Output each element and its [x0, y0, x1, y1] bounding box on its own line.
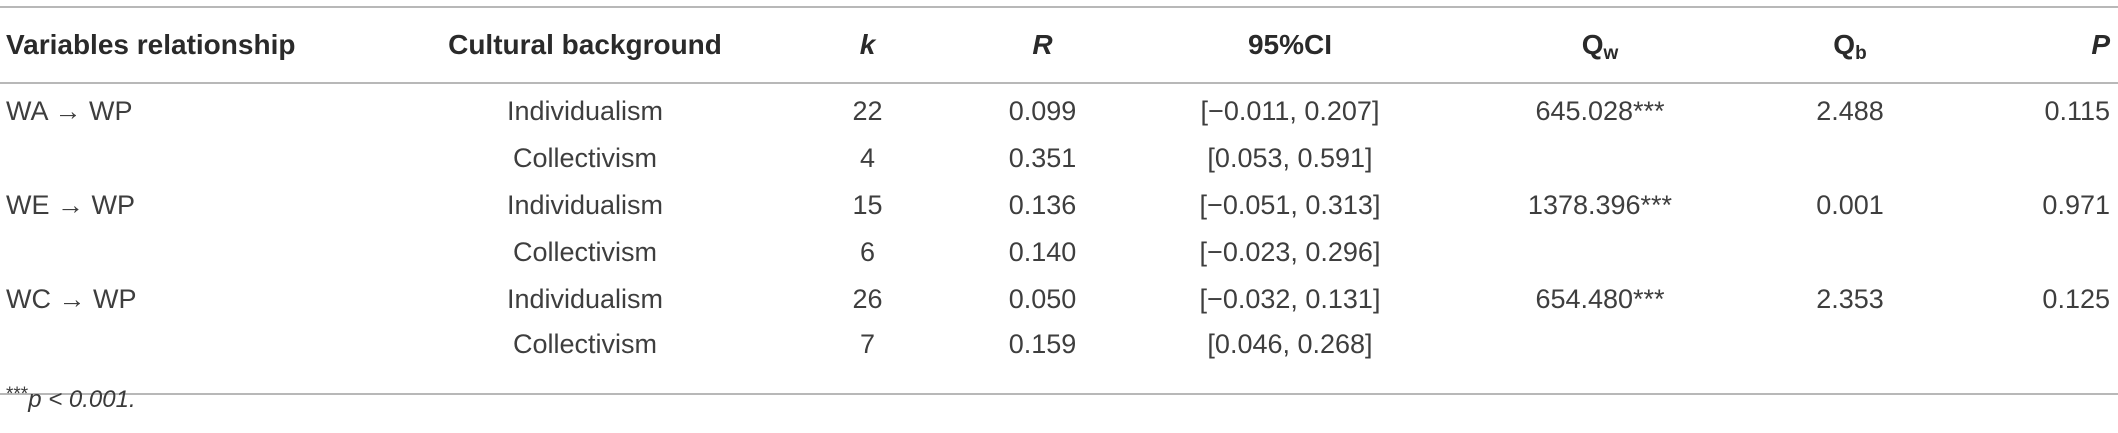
table-row: WE → WP Individualism 15 0.136 [−0.051, …	[0, 182, 2118, 229]
cell-ci: [−0.023, 0.296]	[1199, 237, 1381, 267]
table-row: Collectivism 6 0.140 [−0.023, 0.296]	[0, 229, 2118, 276]
header-qw-base: Q	[1581, 29, 1604, 60]
footnote-text: p < 0.001.	[28, 386, 136, 413]
table-row: Collectivism 4 0.351 [0.053, 0.591]	[0, 135, 2118, 182]
header-p-label: P	[2091, 29, 2110, 60]
cell-culture: Individualism	[506, 96, 664, 126]
cell-k: 22	[852, 96, 883, 126]
cell-k: 6	[859, 237, 876, 267]
header-r-label: R	[1032, 29, 1053, 60]
cell-r: 0.140	[1008, 237, 1077, 267]
cell-qb: 0.001	[1816, 190, 1884, 220]
cell-qb	[1750, 135, 1950, 182]
table-row: Collectivism 7 0.159 [0.046, 0.268]	[0, 323, 2118, 394]
header-qb: Qb	[1750, 7, 1950, 83]
cell-qw: 654.480***	[1535, 284, 1665, 314]
cell-culture: Collectivism	[512, 237, 658, 267]
cell-culture: Individualism	[506, 190, 664, 220]
cell-r: 0.351	[1008, 143, 1077, 173]
cell-r: 0.136	[1008, 190, 1077, 220]
cell-p	[1950, 135, 2118, 182]
footnote-stars: ***	[6, 384, 29, 405]
cell-k: 7	[859, 329, 876, 359]
cell-p	[1950, 323, 2118, 394]
table-row: WA → WP Individualism 22 0.099 [−0.011, …	[0, 83, 2118, 135]
header-k: k	[780, 7, 955, 83]
cell-culture: Individualism	[506, 284, 664, 314]
cell-p: 0.125	[2042, 284, 2110, 314]
cell-r: 0.159	[1008, 329, 1077, 359]
header-qw: Qw	[1450, 7, 1750, 83]
table-body: WA → WP Individualism 22 0.099 [−0.011, …	[0, 83, 2118, 394]
header-p: P	[1950, 7, 2118, 83]
cell-qb: 2.488	[1816, 96, 1884, 126]
cell-culture: Collectivism	[512, 143, 658, 173]
cell-ci: [−0.011, 0.207]	[1200, 96, 1380, 126]
cell-p: 0.971	[2042, 190, 2110, 220]
cell-r: 0.050	[1008, 284, 1077, 314]
cell-qb	[1750, 323, 1950, 394]
cell-qw: 645.028***	[1535, 96, 1665, 126]
cell-relationship	[0, 135, 390, 182]
cell-ci: [−0.032, 0.131]	[1199, 284, 1381, 314]
cell-relationship: WC → WP	[6, 284, 137, 314]
meta-analysis-table: Variables relationship Cultural backgrou…	[0, 6, 2118, 395]
cell-qb: 2.353	[1816, 284, 1884, 314]
table-row: WC → WP Individualism 26 0.050 [−0.032, …	[0, 276, 2118, 323]
header-qb-sub: b	[1855, 43, 1867, 64]
cell-relationship: WE → WP	[6, 190, 135, 220]
header-r: R	[955, 7, 1130, 83]
cell-qw	[1450, 229, 1750, 276]
cell-ci: [−0.051, 0.313]	[1199, 190, 1381, 220]
cell-r: 0.099	[1008, 96, 1077, 126]
cell-p	[1950, 229, 2118, 276]
header-relationship: Variables relationship	[6, 29, 296, 60]
header-culture: Cultural background	[448, 29, 722, 60]
header-row: Variables relationship Cultural backgrou…	[0, 7, 2118, 83]
table-footnote: ***p < 0.001.	[6, 384, 136, 414]
cell-qw: 1378.396***	[1527, 190, 1673, 220]
header-k-label: k	[859, 29, 876, 60]
cell-ci: [0.053, 0.591]	[1207, 143, 1373, 173]
cell-qb	[1750, 229, 1950, 276]
header-qw-sub: w	[1603, 43, 1619, 64]
cell-p: 0.115	[2044, 96, 2110, 126]
cell-culture: Collectivism	[512, 329, 658, 359]
header-ci: 95%CI	[1247, 29, 1333, 60]
cell-relationship	[0, 229, 390, 276]
header-qb-base: Q	[1833, 29, 1856, 60]
cell-k: 15	[852, 190, 883, 220]
cell-k: 26	[852, 284, 883, 314]
cell-qw	[1450, 135, 1750, 182]
cell-ci: [0.046, 0.268]	[1207, 329, 1373, 359]
cell-relationship: WA → WP	[6, 96, 133, 126]
cell-k: 4	[859, 143, 876, 173]
cell-qw	[1450, 323, 1750, 394]
